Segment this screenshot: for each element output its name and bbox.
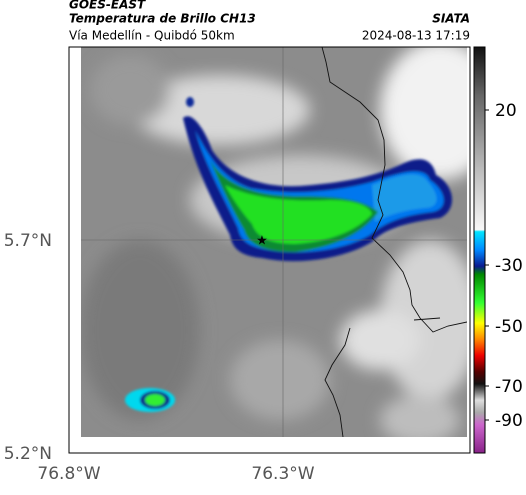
route: Vía Medellín - Quibdó 50km (69, 29, 235, 43)
colorbar-ticks: 20 -30 -50 -70 -90 (485, 101, 523, 431)
lat-label: 5.2°N (4, 444, 52, 464)
timestamp: 2024-08-13 17:19 (362, 29, 470, 43)
colorbar (473, 46, 486, 454)
colorbar-tick-label: 20 (495, 101, 517, 121)
lon-label: 76.3°W (251, 464, 314, 484)
org: SIATA (432, 12, 470, 26)
map-frame (68, 46, 471, 454)
colorbar-tick-label: -30 (495, 256, 523, 276)
lon-label: 76.8°W (37, 464, 100, 484)
source: GOES-EAST (69, 0, 146, 12)
svg-text:★: ★ (256, 234, 268, 249)
satellite-image: ★ (81, 47, 467, 437)
title: Temperatura de Brillo CH13 (69, 12, 256, 26)
colorbar-tick-label: -90 (495, 411, 523, 431)
colorbar-tick-label: -50 (495, 317, 523, 337)
lat-label: 5.7°N (4, 231, 52, 251)
colorbar-tick-label: -70 (495, 377, 523, 397)
